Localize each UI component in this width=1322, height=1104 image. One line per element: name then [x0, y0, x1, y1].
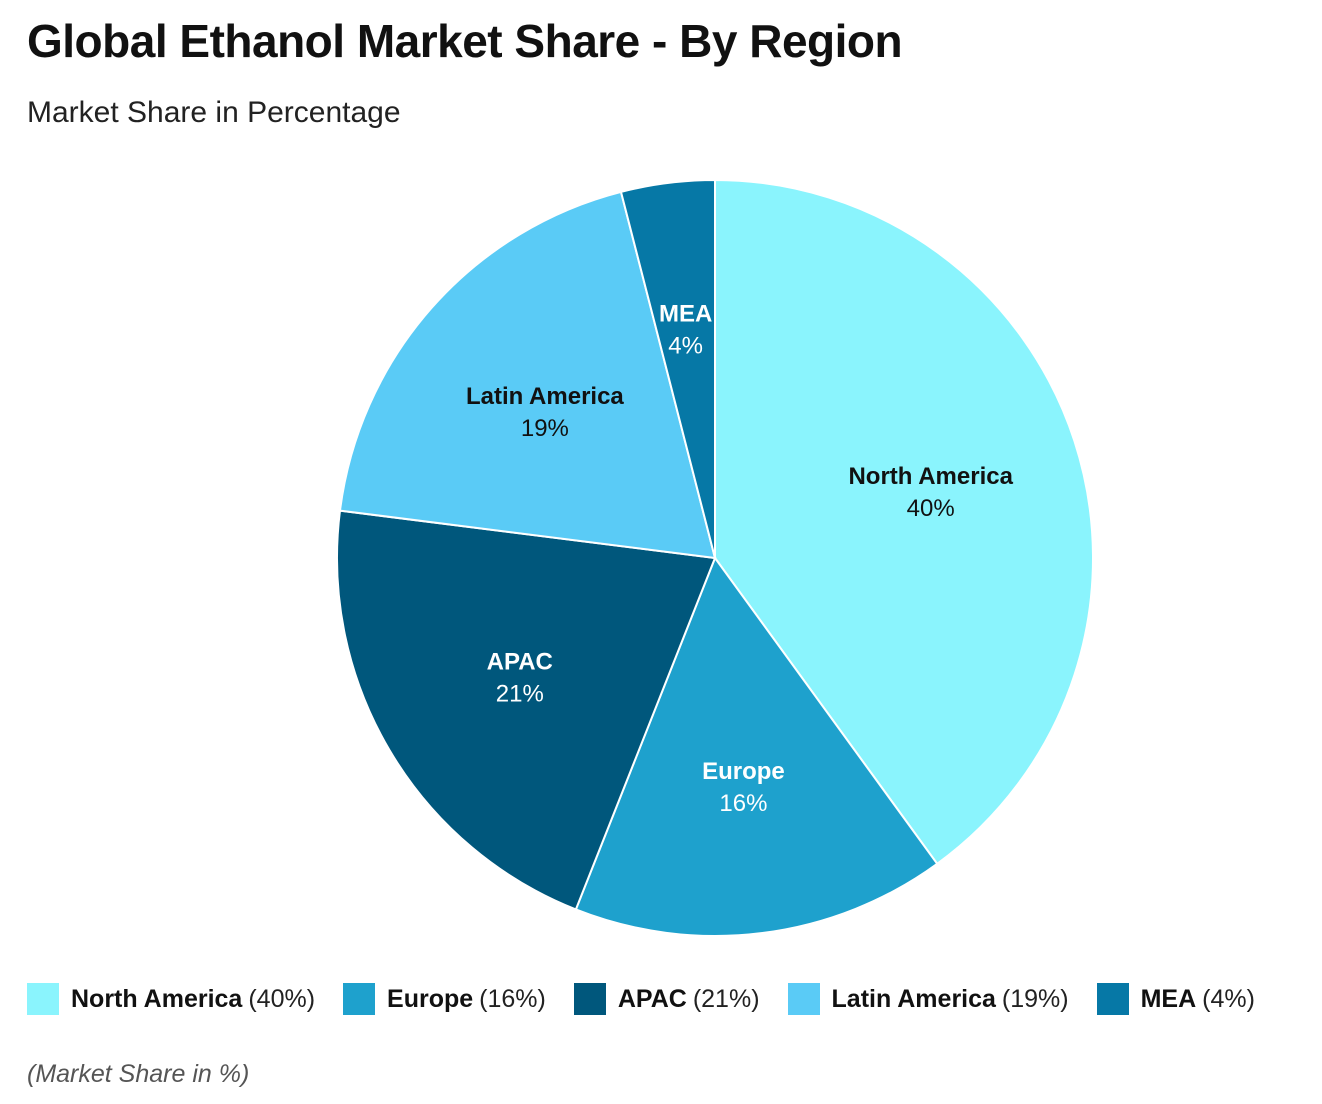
legend-swatch-europe — [343, 983, 376, 1015]
legend-name-latin-america: Latin America — [831, 984, 996, 1013]
pie-slice-europe — [574, 555, 939, 937]
legend-item-europe: Europe (16%) — [343, 983, 546, 1015]
pie-slice-latin-america — [338, 190, 717, 560]
legend-item-mea: MEA (4%) — [1096, 983, 1255, 1015]
legend-swatch-north-america — [27, 983, 59, 1015]
pie-slice-mea — [619, 178, 716, 559]
legend-value-latin-america: (19%) — [1001, 984, 1069, 1013]
legend-item-north-america: North America (40%) — [27, 983, 315, 1015]
pie-slice-apac — [336, 509, 717, 911]
pie-slice-north-america — [714, 178, 1094, 866]
legend-swatch-latin-america — [787, 983, 820, 1015]
legend-value-apac: (21%) — [692, 984, 760, 1013]
slice-value-mea: 4% — [668, 332, 703, 359]
slice-label-latin-america: Latin America — [466, 383, 624, 410]
legend-swatch-apac — [573, 983, 606, 1015]
chart-legend: North America (40%) Europe (16%) APAC (21%) La… — [27, 983, 1283, 1015]
slice-value-apac: 21% — [496, 680, 544, 707]
slice-value-europe: 16% — [719, 790, 767, 817]
slice-label-apac: APAC — [487, 648, 553, 675]
legend-name-apac: APAC — [617, 984, 687, 1013]
pie-chart: North America 40% Europe 16% APAC 21% Latin Am… — [336, 178, 1094, 937]
legend-name-north-america: North America — [71, 984, 243, 1013]
slice-label-europe: Europe — [702, 758, 785, 785]
legend-value-north-america: (40%) — [248, 984, 316, 1013]
legend-item-apac: APAC (21%) — [573, 983, 760, 1015]
slice-value-latin-america: 19% — [521, 415, 569, 442]
legend-value-mea: (4%) — [1202, 984, 1255, 1013]
legend-item-latin-america: Latin America (19%) — [787, 983, 1069, 1015]
legend-value-europe: (16%) — [479, 984, 546, 1013]
slice-value-north-america: 40% — [907, 495, 955, 522]
legend-name-europe: Europe — [387, 984, 474, 1013]
legend-swatch-mea — [1096, 983, 1129, 1015]
slice-label-mea: MEA — [659, 300, 712, 327]
chart-title: Global Ethanol Market Share - By Region — [27, 15, 903, 67]
legend-name-mea: MEA — [1140, 984, 1197, 1013]
chart-footnote: (Market Share in %) — [27, 1060, 250, 1088]
slice-label-north-america: North America — [848, 463, 1013, 490]
chart-subtitle: Market Share in Percentage — [27, 96, 401, 129]
